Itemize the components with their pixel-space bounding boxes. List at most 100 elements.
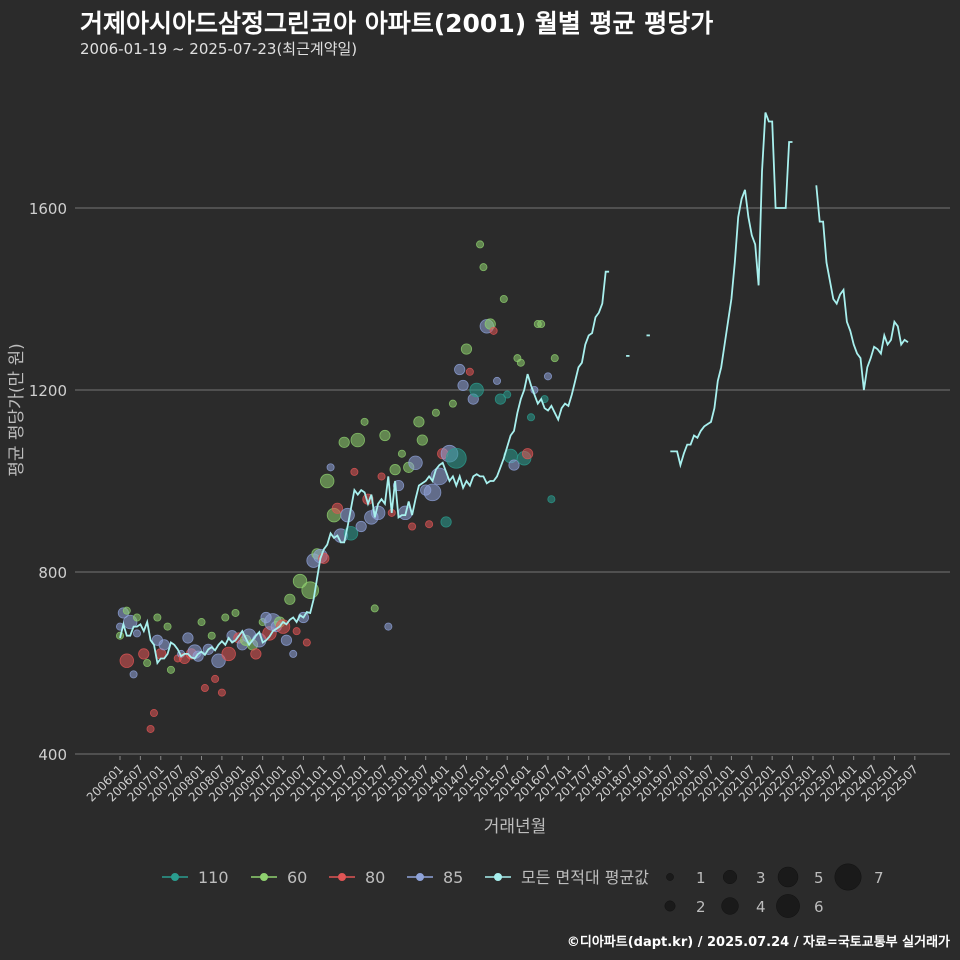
data-point-80 [465,367,474,376]
data-point-80 [146,724,155,733]
legend-size-marker [664,900,676,912]
data-point-60 [413,416,425,428]
data-point-60 [338,436,350,448]
data-point-60 [460,343,473,355]
legend-label-85: 85 [443,868,463,887]
scatter-points [116,240,559,733]
data-point-60 [516,358,525,367]
legend-marker-60 [260,873,268,881]
data-point-80 [138,648,150,660]
average-line-segment [815,185,909,391]
y-axis-label: 평균 평당가(만 원) [7,343,27,477]
data-point-60 [122,606,131,615]
data-point-80 [217,688,226,697]
data-point-80 [350,467,359,476]
data-point-60 [360,417,369,426]
legend-marker-85 [416,873,424,881]
data-point-80 [200,684,209,693]
data-point-60 [153,613,162,622]
legend-marker-80 [338,873,346,881]
data-point-85 [454,363,466,376]
data-point-110 [494,393,507,405]
data-point-85 [508,459,520,471]
data-point-60 [166,665,175,674]
legend-size-label: 4 [756,898,766,916]
data-point-80 [331,502,343,514]
legend-size-label: 6 [814,898,824,916]
data-point-60 [292,573,308,589]
legend-label-60: 60 [287,868,307,887]
legend-size-marker [834,863,862,891]
data-point-60 [479,263,488,272]
legend-label-80: 80 [365,868,385,887]
data-point-60 [350,432,365,448]
data-point-60 [416,434,428,446]
data-point-85 [340,507,355,523]
x-tick-labels: 2006012006072007012007072008012008072009… [84,756,921,805]
legend-size-label: 1 [696,869,706,887]
data-point-60 [231,608,240,617]
data-point-80 [250,648,262,660]
data-point-85 [182,632,194,644]
data-point-85 [423,483,442,502]
data-point-60 [221,613,230,622]
data-point-110 [526,413,535,422]
data-point-60 [370,604,379,613]
data-point-60 [476,240,485,249]
y-tick-label: 400 [38,746,67,764]
y-tick-label: 1200 [29,382,67,400]
legend-size-label: 5 [814,869,824,887]
legend-size-label: 3 [756,869,766,887]
y-tick-label: 800 [38,564,67,582]
data-point-85 [493,376,502,385]
footer-credit: ©디아파트(dapt.kr) / 2025.07.24 / 자료=국토교통부 실… [566,935,950,950]
data-point-80 [377,472,386,481]
data-point-60 [143,659,152,668]
chart-subtitle: 2006-01-19 ~ 2025-07-23(최근계약일) [80,40,358,58]
data-point-85 [289,649,298,658]
data-point-60 [163,622,172,631]
y-tick-label: 1600 [29,200,67,218]
data-point-85 [457,379,469,392]
legend-marker-avg [494,873,502,881]
data-point-85 [355,520,367,533]
data-point-60 [431,408,440,417]
data-point-60 [550,354,559,363]
data-point-110 [503,390,512,399]
grid-lines [75,207,950,755]
data-point-60 [132,613,141,622]
data-point-110 [445,447,467,469]
data-point-80 [408,522,417,531]
data-point-80 [521,448,534,460]
legend-label-110: 110 [198,868,229,887]
data-point-85 [132,629,141,638]
legend-size-label: 2 [696,898,706,916]
legend-size-marker [777,866,799,888]
data-point-85 [211,653,226,668]
legend-size-marker [721,897,739,915]
legend-size-marker [722,869,738,885]
data-point-80 [489,326,498,335]
data-point-60 [397,449,406,458]
legend-marker-110 [171,873,179,881]
data-point-85 [384,622,393,631]
chart-title: 거제아시아드삼정그린코아 아파트(2001) 월별 평균 평당가 [80,9,714,38]
data-point-60 [284,593,296,605]
data-point-110 [440,516,452,528]
data-point-60 [319,473,335,489]
legend-label-avg: 모든 면적대 평균값 [521,868,649,887]
legend-size-marker [666,873,674,881]
average-line [119,112,909,666]
data-point-80 [302,638,311,647]
data-point-60 [499,294,508,303]
data-point-60 [197,618,206,627]
legend: 110 60 80 85 모든 면적대 평균값 1 2 3 4 5 6 7 [162,863,884,918]
data-point-85 [158,639,170,651]
data-point-80 [119,653,134,668]
data-point-85 [280,634,293,646]
data-point-80 [425,520,434,529]
x-axis-label: 거래년월 [484,817,547,837]
data-point-80 [149,709,158,718]
legend-size-label: 7 [874,869,884,887]
data-point-110 [547,495,556,504]
